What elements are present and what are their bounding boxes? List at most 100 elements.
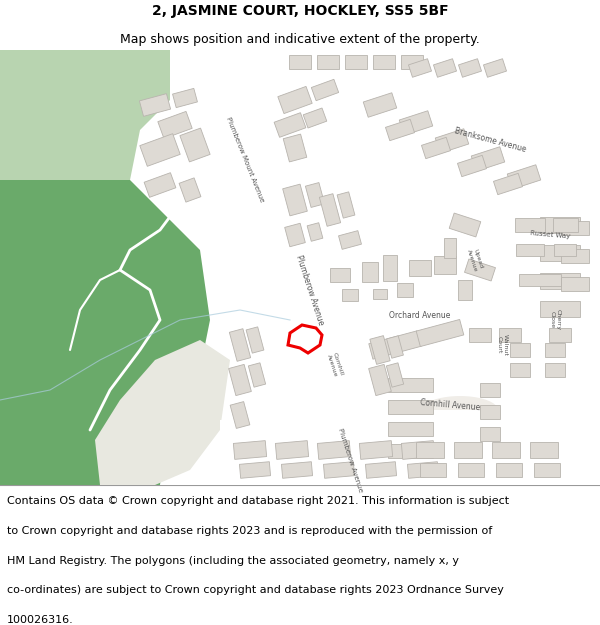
Polygon shape [274, 112, 306, 138]
Polygon shape [409, 260, 431, 276]
Text: Russet Way: Russet Way [530, 230, 570, 240]
Polygon shape [180, 128, 210, 162]
Polygon shape [303, 108, 327, 128]
Polygon shape [179, 178, 201, 202]
Polygon shape [330, 50, 600, 215]
Polygon shape [480, 427, 500, 441]
Polygon shape [516, 244, 544, 256]
Polygon shape [435, 129, 469, 153]
Polygon shape [480, 405, 500, 419]
Polygon shape [158, 111, 192, 139]
Polygon shape [399, 111, 433, 135]
Polygon shape [289, 55, 311, 69]
Polygon shape [433, 59, 457, 78]
Polygon shape [409, 59, 431, 78]
Polygon shape [490, 225, 600, 260]
Polygon shape [337, 192, 355, 218]
Polygon shape [469, 328, 491, 342]
Polygon shape [345, 55, 367, 69]
Polygon shape [540, 301, 580, 317]
Polygon shape [464, 259, 496, 281]
Polygon shape [545, 363, 565, 377]
Polygon shape [561, 277, 589, 291]
Text: co-ordinates) are subject to Crown copyright and database rights 2023 Ordnance S: co-ordinates) are subject to Crown copyr… [7, 586, 504, 596]
Polygon shape [195, 50, 270, 180]
Polygon shape [549, 328, 571, 342]
Polygon shape [561, 249, 589, 263]
Polygon shape [278, 86, 312, 114]
Polygon shape [0, 180, 210, 485]
Polygon shape [492, 442, 520, 458]
Text: Cornhill
Avenue: Cornhill Avenue [326, 352, 344, 378]
Polygon shape [458, 59, 482, 78]
Polygon shape [140, 134, 180, 166]
Text: Walnut
Court: Walnut Court [497, 334, 508, 356]
Polygon shape [510, 343, 530, 357]
Polygon shape [386, 363, 404, 387]
Polygon shape [230, 402, 250, 428]
Polygon shape [401, 441, 434, 459]
Polygon shape [434, 256, 456, 274]
Polygon shape [540, 245, 580, 261]
Polygon shape [359, 441, 392, 459]
Polygon shape [290, 305, 600, 325]
Polygon shape [365, 462, 397, 478]
Text: Plumberow Avenue: Plumberow Avenue [295, 254, 326, 326]
Polygon shape [281, 462, 313, 478]
Polygon shape [416, 442, 444, 458]
Polygon shape [490, 310, 510, 380]
Polygon shape [507, 165, 541, 189]
Polygon shape [370, 336, 390, 364]
Polygon shape [139, 94, 170, 116]
Polygon shape [540, 217, 580, 233]
Polygon shape [530, 310, 600, 330]
Text: to Crown copyright and database rights 2023 and is reproduced with the permissio: to Crown copyright and database rights 2… [7, 526, 493, 536]
Polygon shape [283, 134, 307, 162]
Polygon shape [265, 398, 335, 420]
Polygon shape [449, 213, 481, 237]
Polygon shape [0, 50, 170, 180]
Polygon shape [229, 329, 251, 361]
Polygon shape [369, 331, 421, 359]
Polygon shape [553, 218, 577, 232]
Polygon shape [454, 442, 482, 458]
Polygon shape [388, 400, 433, 414]
Polygon shape [458, 463, 484, 477]
Polygon shape [519, 274, 561, 286]
Text: Contains OS data © Crown copyright and database right 2021. This information is : Contains OS data © Crown copyright and d… [7, 496, 509, 506]
Text: Map shows position and indicative extent of the property.: Map shows position and indicative extent… [120, 32, 480, 46]
Polygon shape [338, 231, 361, 249]
Text: HM Land Registry. The polygons (including the associated geometry, namely x, y: HM Land Registry. The polygons (includin… [7, 556, 459, 566]
Polygon shape [185, 50, 280, 100]
Text: Plumberow Avenue: Plumberow Avenue [337, 428, 363, 493]
Text: Branksome Avenue: Branksome Avenue [453, 126, 527, 154]
Polygon shape [284, 223, 305, 247]
Polygon shape [383, 255, 397, 281]
Polygon shape [480, 383, 500, 397]
Polygon shape [307, 222, 323, 241]
Text: Orchard Avenue: Orchard Avenue [389, 311, 451, 319]
Polygon shape [545, 343, 565, 357]
Polygon shape [496, 463, 522, 477]
Text: 2, JASMINE COURT, HOCKLEY, SS5 5BF: 2, JASMINE COURT, HOCKLEY, SS5 5BF [152, 4, 448, 18]
Polygon shape [362, 262, 378, 282]
Polygon shape [317, 441, 350, 459]
Polygon shape [554, 244, 576, 256]
Polygon shape [260, 50, 350, 80]
Polygon shape [373, 289, 387, 299]
Polygon shape [95, 340, 230, 485]
Polygon shape [239, 462, 271, 478]
Polygon shape [342, 289, 358, 301]
Polygon shape [499, 328, 521, 342]
Polygon shape [233, 441, 266, 459]
Polygon shape [275, 441, 308, 459]
Polygon shape [388, 422, 433, 436]
Polygon shape [248, 363, 266, 387]
Polygon shape [534, 463, 560, 477]
Text: 100026316.: 100026316. [7, 615, 74, 625]
Polygon shape [455, 205, 520, 310]
Polygon shape [471, 147, 505, 171]
Polygon shape [510, 363, 530, 377]
Text: Cornhill Avenue: Cornhill Avenue [419, 398, 481, 412]
Polygon shape [561, 221, 589, 235]
